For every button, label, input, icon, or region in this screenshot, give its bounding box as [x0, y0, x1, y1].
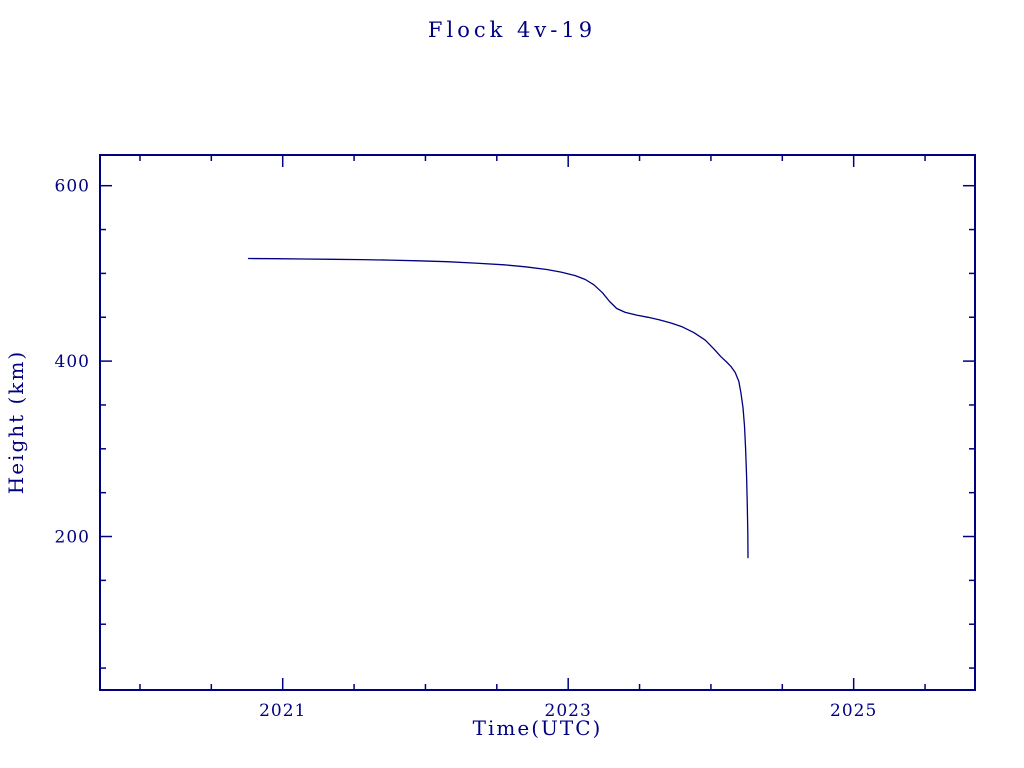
- svg-text:600: 600: [55, 177, 90, 197]
- x-axis-label: Time(UTC): [472, 716, 603, 740]
- chart-title: Flock 4v-19: [427, 18, 597, 42]
- svg-text:2023: 2023: [545, 701, 592, 721]
- svg-text:200: 200: [55, 528, 90, 548]
- svg-text:2021: 2021: [259, 701, 306, 721]
- svg-text:2025: 2025: [830, 701, 877, 721]
- svg-text:400: 400: [55, 352, 90, 372]
